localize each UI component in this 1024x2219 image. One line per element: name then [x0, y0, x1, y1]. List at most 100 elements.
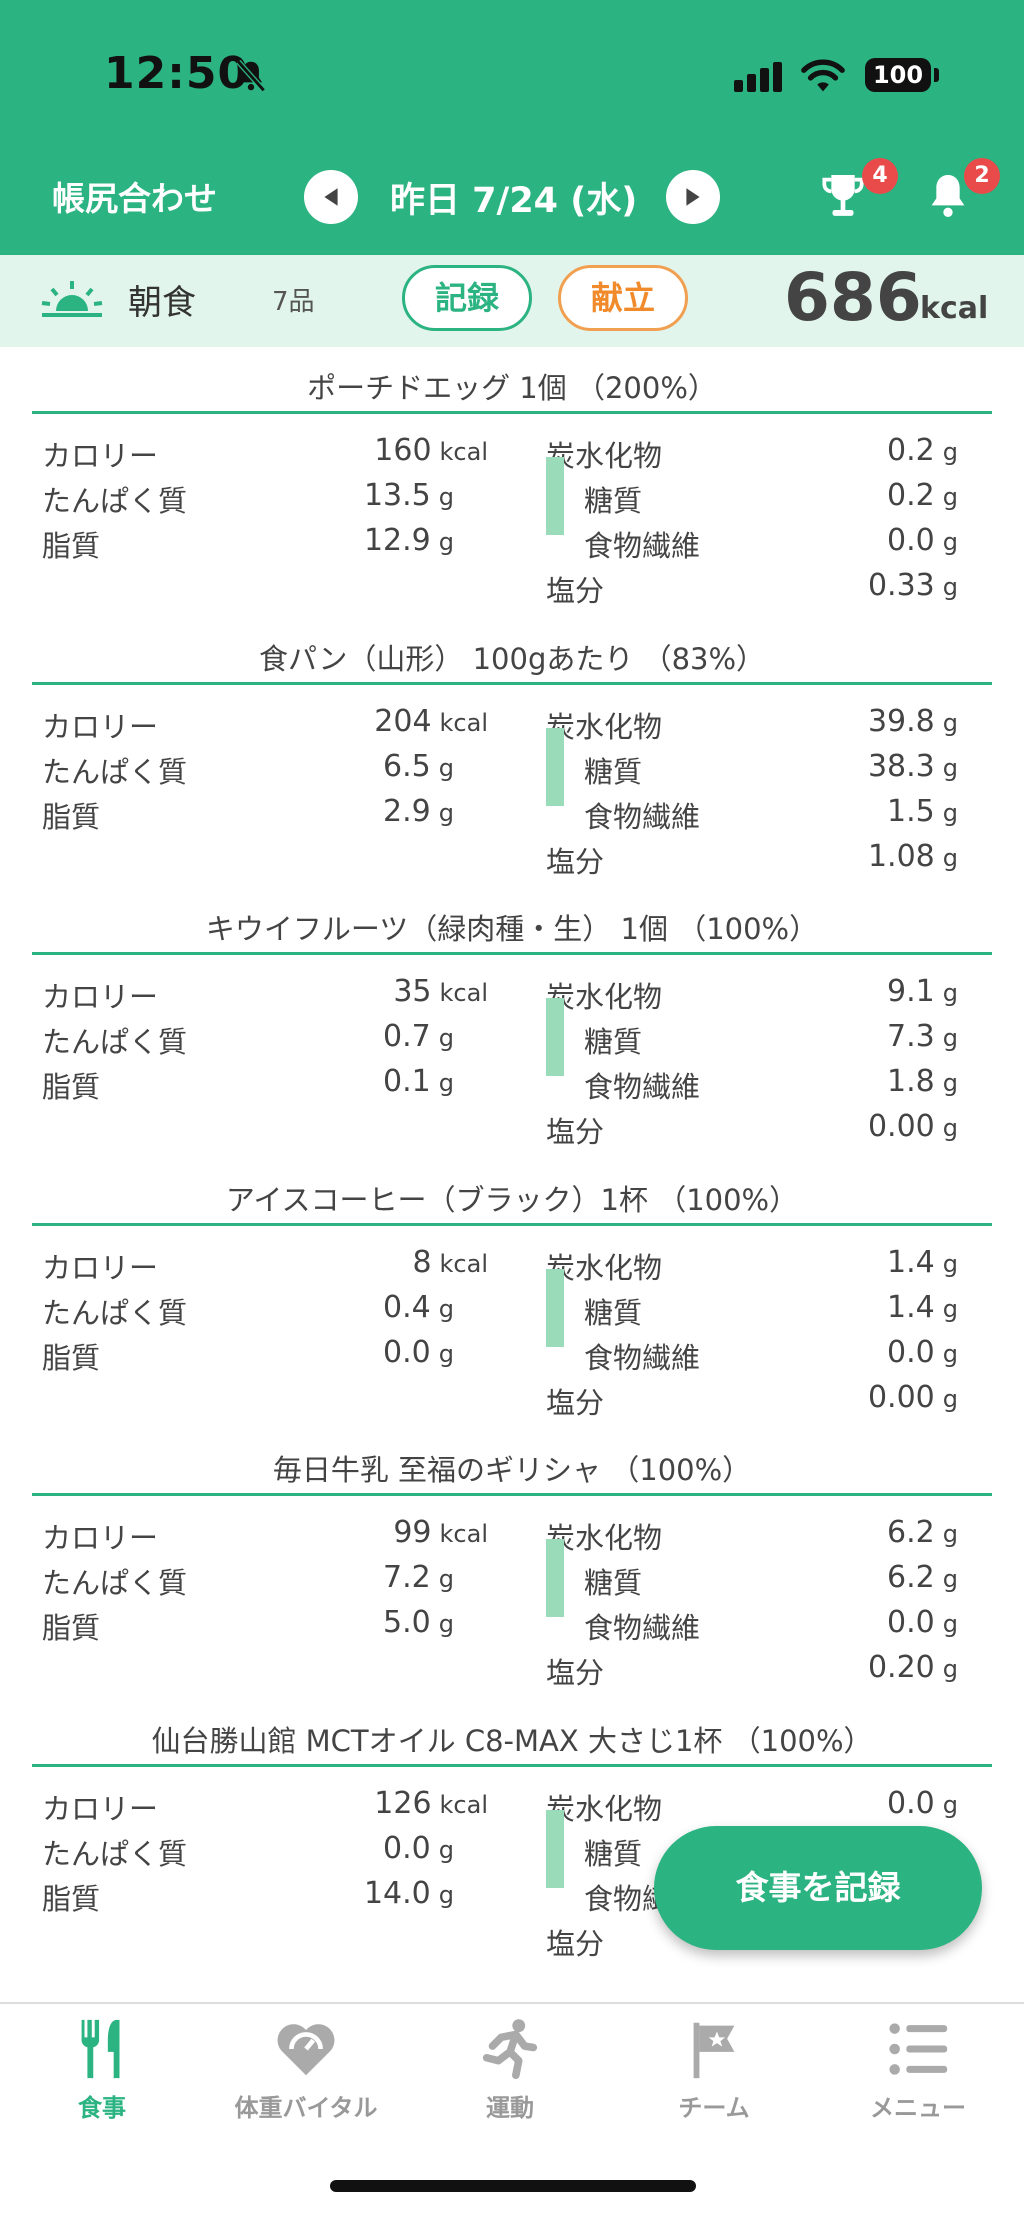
sugar-label: 糖質 — [584, 484, 643, 518]
food-list[interactable]: ポーチドエッグ 1個 （200%） カロリー たんぱく質 脂質 160 kcal 13.5 g… — [0, 347, 1024, 2002]
food-divider — [32, 1493, 992, 1496]
meal-name: 朝食 — [128, 283, 196, 323]
fiber-number: 0.0 — [887, 1334, 935, 1370]
protein-number: 7.2 — [383, 1560, 431, 1595]
carb-unit: g — [942, 438, 958, 466]
carb-label: 炭水化物 — [546, 1250, 663, 1285]
fat-value: 0.0 g — [383, 1335, 454, 1370]
calorie-unit: kcal — [439, 438, 488, 466]
tab-menu[interactable]: メニュー — [818, 2014, 1018, 2134]
salt-label: 塩分 — [546, 844, 605, 879]
status-bar: 12:50 100 — [0, 48, 1024, 104]
home-indicator — [330, 2180, 696, 2192]
protein-unit: g — [438, 483, 454, 511]
record-button[interactable]: 記録 — [402, 265, 532, 331]
salt-value: 0.00 g — [868, 1380, 958, 1415]
protein-number: 6.5 — [383, 748, 431, 784]
salt-value: 1.08 g — [868, 839, 958, 874]
carb-label: 炭水化物 — [546, 980, 663, 1014]
protein-value: 13.5 g — [364, 478, 454, 513]
salt-label: 塩分 — [546, 1656, 605, 1690]
carb-value: 39.8 g — [868, 704, 958, 739]
food-item[interactable]: 仙台勝山館 MCTオイル C8-MAX 大さじ1杯 （100%） カロリー たんぱく… — [0, 1700, 1024, 1970]
food-item[interactable]: キウイフルーツ（緑肉種・生） 1個 （100%） カロリー たんぱく質 脂質 35 kca… — [0, 888, 1024, 1158]
fat-label: 脂質 — [42, 1070, 101, 1104]
food-divider — [32, 681, 992, 685]
menu-plan-button[interactable]: 献立 — [558, 265, 688, 331]
calorie-unit: kcal — [439, 708, 488, 737]
sugar-unit: g — [942, 483, 958, 511]
tab-label: 体重バイタル — [234, 2094, 378, 2122]
food-item[interactable]: 毎日牛乳 至福のギリシャ （100%） カロリー たんぱく質 脂質 99 kcal 7.2 g… — [0, 1429, 1024, 1699]
calorie-number: 204 — [374, 703, 432, 739]
calorie-number: 126 — [374, 1785, 432, 1821]
tab-weight-vital[interactable]: 体重バイタル — [206, 2014, 406, 2134]
calorie-number: 35 — [393, 974, 432, 1009]
food-divider — [32, 1763, 992, 1767]
food-item[interactable]: ポーチドエッグ 1個 （200%） カロリー たんぱく質 脂質 160 kcal 13.5 g… — [0, 347, 1024, 617]
fat-unit: g — [438, 1339, 454, 1368]
fat-unit: g — [438, 528, 454, 556]
meal-item-count: 7品 — [272, 287, 315, 317]
food-divider — [32, 952, 992, 955]
protein-value: 7.2 g — [383, 1560, 454, 1595]
salt-value: 0.33 g — [868, 568, 958, 603]
carb-number: 0.0 — [887, 1785, 935, 1821]
salt-label: 塩分 — [546, 1385, 605, 1420]
salt-unit: g — [942, 1114, 958, 1142]
protein-label: たんぱく質 — [42, 1836, 188, 1871]
sugar-value: 1.4 g — [887, 1290, 958, 1325]
fiber-value: 1.8 g — [887, 1064, 958, 1099]
salt-value: 0.00 g — [868, 1109, 958, 1144]
sunrise-icon — [41, 281, 103, 317]
sugar-number: 0.2 — [887, 478, 935, 513]
sugar-number: 7.3 — [887, 1019, 935, 1054]
salt-label: 塩分 — [546, 1115, 605, 1149]
calorie-number: 99 — [393, 1515, 432, 1550]
date-label: 昨日 7/24 (水) — [390, 181, 638, 221]
sugar-unit: g — [942, 1024, 958, 1052]
record-meal-button[interactable]: 食事を記録 — [654, 1826, 982, 1950]
sugar-label: 糖質 — [584, 754, 643, 789]
status-time: 12:50 — [104, 48, 250, 99]
tab-meal[interactable]: 食事 — [2, 2014, 202, 2134]
protein-unit: g — [438, 1024, 454, 1052]
fat-label: 脂質 — [42, 1340, 101, 1375]
cellular-signal-icon — [734, 62, 786, 92]
prev-day-button[interactable] — [304, 170, 358, 224]
carb-value: 0.2 g — [887, 433, 958, 468]
salt-number: 0.00 — [867, 1379, 935, 1415]
sugar-fiber-bar — [546, 1809, 564, 1888]
calorie-unit: kcal — [439, 1249, 488, 1278]
next-day-button[interactable] — [666, 170, 720, 224]
total-calories: 686 — [784, 259, 922, 336]
carb-unit: g — [942, 1520, 958, 1548]
reconcile-button[interactable]: 帳尻合わせ — [52, 179, 217, 218]
food-item[interactable]: 食パン（山形） 100gあたり （83%） カロリー たんぱく質 脂質 204 kcal 6… — [0, 618, 1024, 888]
protein-label: たんぱく質 — [42, 1025, 188, 1059]
food-title: 食パン（山形） 100gあたり （83%） — [258, 641, 766, 676]
sugar-unit: g — [942, 753, 958, 782]
food-title: 毎日牛乳 至福のギリシャ （100%） — [272, 1453, 752, 1487]
protein-unit: g — [438, 1294, 454, 1323]
trophy-icon[interactable] — [815, 168, 871, 224]
fiber-number: 1.8 — [887, 1064, 935, 1099]
protein-unit: g — [438, 753, 454, 782]
sugar-label: 糖質 — [584, 1295, 643, 1330]
salt-number: 0.33 — [867, 568, 935, 603]
fiber-number: 1.5 — [887, 793, 935, 829]
fiber-unit: g — [942, 1610, 958, 1638]
fiber-value: 0.0 g — [887, 1335, 958, 1370]
salt-number: 1.08 — [867, 838, 935, 874]
protein-value: 0.7 g — [383, 1019, 454, 1054]
fat-label: 脂質 — [42, 529, 101, 563]
tab-exercise[interactable]: 運動 — [410, 2014, 610, 2134]
fat-unit: g — [438, 798, 454, 827]
calorie-value: 8 kcal — [412, 1245, 488, 1280]
food-item[interactable]: アイスコーヒー（ブラック）1杯 （100%） カロリー たんぱく質 脂質 8 kcal 0.… — [0, 1159, 1024, 1429]
fiber-label: 食物繊維 — [584, 1611, 701, 1645]
notification-bell-icon[interactable] — [920, 168, 976, 224]
tab-team[interactable]: チーム — [614, 2014, 814, 2134]
salt-label: 塩分 — [546, 574, 605, 608]
salt-unit: g — [942, 573, 958, 601]
